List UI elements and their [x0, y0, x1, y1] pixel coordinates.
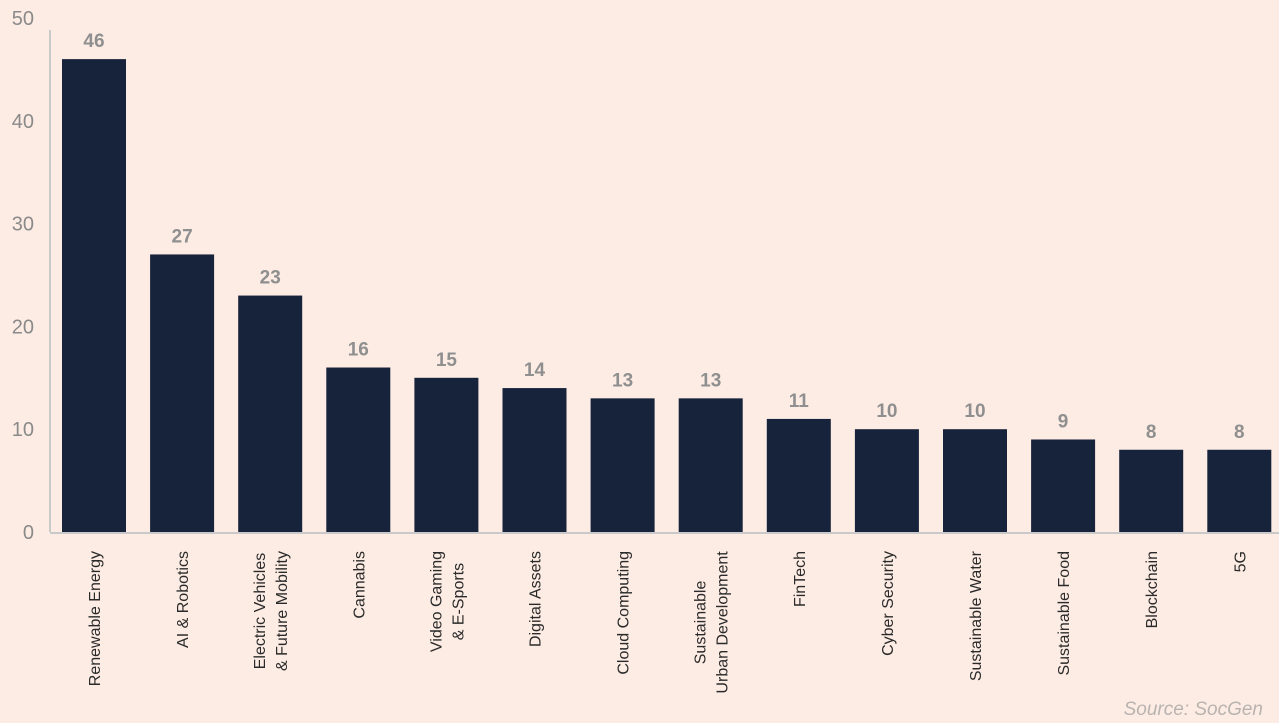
category-label-8: FinTech	[792, 551, 809, 607]
data-label-10: 10	[964, 401, 985, 422]
bar-5	[502, 388, 567, 532]
category-label-12: Blockchain	[1144, 551, 1161, 628]
bars	[62, 59, 1272, 533]
data-label-12: 8	[1146, 422, 1157, 443]
category-labels: Renewable Energy AI & Robotics Electric Ve…	[87, 550, 1249, 693]
bar-0	[62, 59, 126, 533]
category-label-line: Sustainable	[693, 581, 710, 665]
category-label-1: AI & Robotics	[175, 551, 192, 648]
bar-4	[414, 377, 479, 532]
data-label-3: 16	[348, 340, 369, 361]
bar-9	[854, 429, 919, 532]
source-note: Source: SocGen	[1123, 699, 1263, 720]
category-label-11: Sustainable Food	[1056, 551, 1073, 676]
category-label-line: Video Gaming	[428, 551, 445, 652]
category-label-10: Sustainable Water	[968, 550, 985, 681]
category-label-3: Cannabis	[351, 551, 368, 619]
y-tick-label-0: 0	[23, 522, 34, 544]
category-label-line: Cannabis	[351, 551, 368, 619]
bar-12	[1119, 449, 1184, 532]
bar-8	[766, 418, 831, 532]
category-label-line: Blockchain	[1144, 551, 1161, 628]
data-label-9: 10	[876, 401, 897, 422]
category-label-line: FinTech	[792, 551, 809, 607]
category-label-4: Video Gaming & E-Sports	[428, 551, 467, 652]
category-label-5: Digital Assets	[528, 551, 545, 647]
bar-1	[150, 254, 215, 532]
category-label-2: Electric Vehicles & Future Mobility	[252, 551, 291, 671]
category-label-line: Digital Assets	[528, 551, 545, 647]
y-tick-label-40: 40	[12, 111, 34, 133]
y-tick-label-30: 30	[12, 214, 34, 236]
data-label-11: 9	[1058, 411, 1069, 432]
bar-10	[943, 429, 1007, 532]
bar-6	[590, 398, 655, 532]
category-label-line: AI & Robotics	[175, 551, 192, 648]
category-label-6: Cloud Computing	[616, 551, 633, 675]
data-label-7: 13	[700, 370, 721, 391]
category-label-7: Sustainable Urban Development	[693, 551, 732, 694]
data-label-5: 14	[524, 360, 546, 381]
data-label-6: 13	[612, 370, 633, 391]
bar-3	[326, 367, 391, 532]
data-label-13: 8	[1234, 422, 1245, 443]
category-label-line: Cloud Computing	[616, 551, 633, 675]
category-label-line: Renewable Energy	[87, 551, 104, 686]
category-label-line: Electric Vehicles	[252, 553, 269, 670]
bar-11	[1031, 439, 1096, 532]
data-label-4: 15	[436, 350, 458, 371]
bar-2	[238, 295, 303, 532]
data-label-2: 23	[260, 268, 281, 289]
category-label-line: & E-Sports	[450, 563, 467, 640]
category-label-line: & Future Mobility	[274, 551, 291, 671]
data-label-1: 27	[172, 226, 193, 247]
category-label-0: Renewable Energy	[87, 551, 104, 686]
y-tick-label-50: 50	[12, 8, 34, 30]
data-labels: 46 27 23 16 15 14 13 13 11 10 10 9 8 8	[83, 31, 1244, 443]
category-label-13: 5G	[1232, 551, 1249, 572]
category-label-line: Urban Development	[715, 551, 732, 694]
data-label-8: 11	[789, 391, 810, 412]
category-label-line: Sustainable Water	[968, 550, 985, 681]
y-tick-label-20: 20	[12, 316, 34, 338]
category-label-line: 5G	[1232, 551, 1249, 572]
data-label-0: 46	[83, 31, 104, 52]
category-label-line: Cyber Security	[880, 551, 897, 656]
y-axis-ticks: 0 10 20 30 40 50	[12, 8, 34, 544]
category-label-9: Cyber Security	[880, 551, 897, 656]
bar-7	[678, 398, 743, 532]
bar-13	[1207, 449, 1272, 532]
category-label-line: Sustainable Food	[1056, 551, 1073, 676]
y-tick-label-10: 10	[12, 419, 34, 441]
